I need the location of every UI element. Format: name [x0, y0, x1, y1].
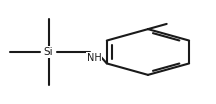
Text: Si: Si	[44, 47, 53, 57]
Text: NH: NH	[87, 53, 101, 63]
